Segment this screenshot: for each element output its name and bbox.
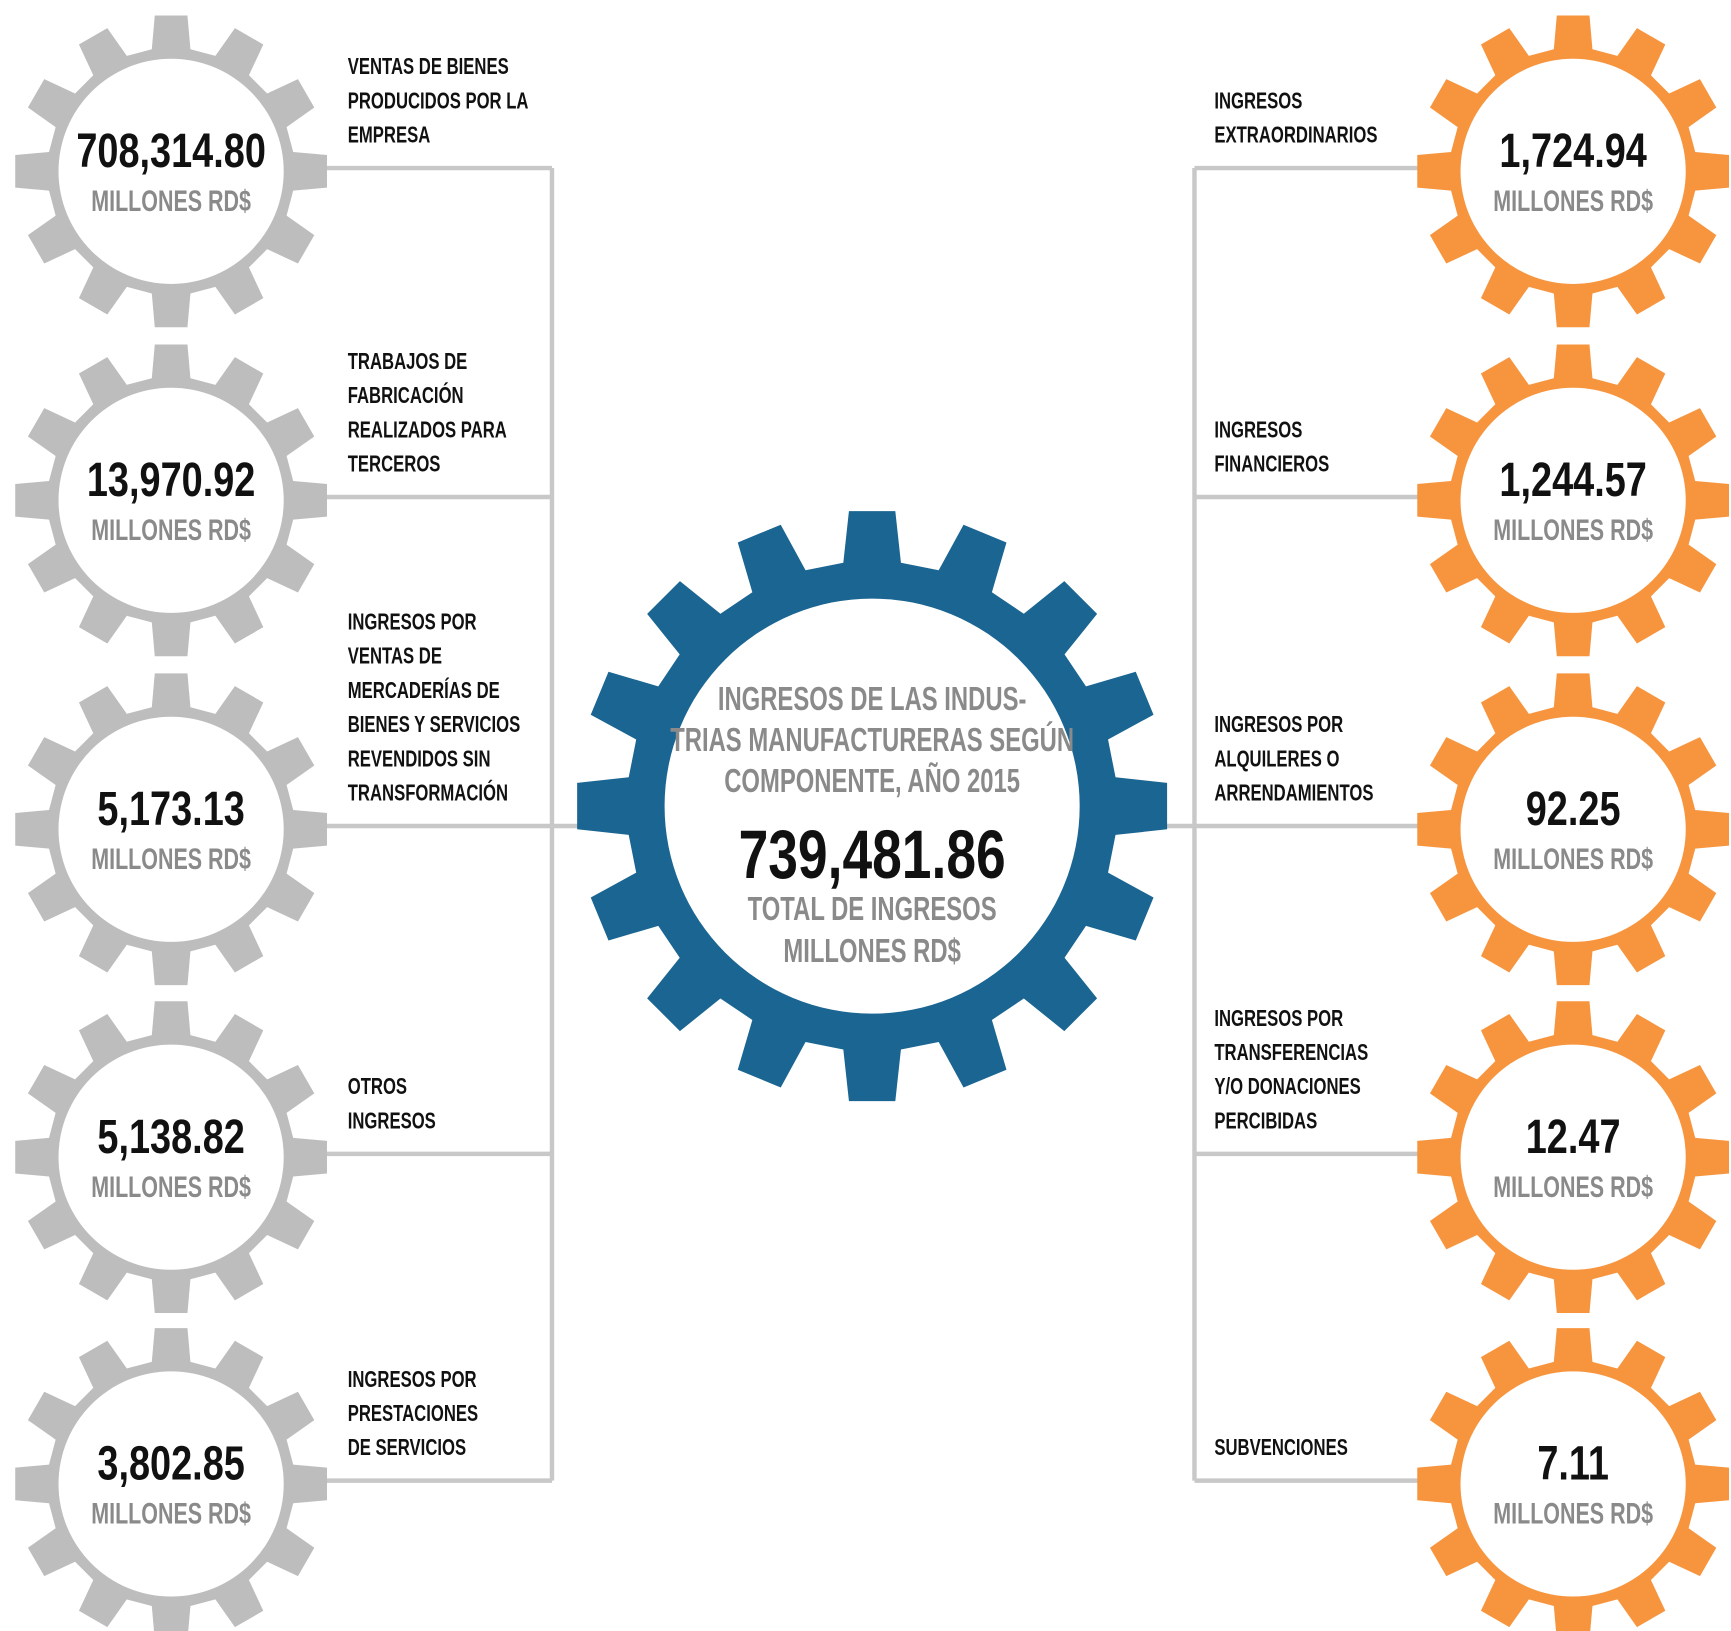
item-label: EXTRAORDINARIOS xyxy=(1214,123,1377,148)
item-value: 92.25 xyxy=(1526,783,1621,837)
item-value: 5,138.82 xyxy=(97,1110,244,1164)
item-label: VENTAS DE xyxy=(348,644,442,669)
item-value: 12.47 xyxy=(1526,1110,1621,1164)
item-label: TERCEROS xyxy=(348,452,441,477)
center-total: 739,481.86 xyxy=(739,817,1006,894)
center-total-label: TOTAL DE INGRESOS xyxy=(748,891,997,928)
item-unit: MILLONES RD$ xyxy=(91,841,251,875)
item-unit: MILLONES RD$ xyxy=(91,1169,251,1203)
item-value: 5,173.13 xyxy=(97,783,244,837)
item-unit: MILLONES RD$ xyxy=(1493,513,1653,547)
item-unit: MILLONES RD$ xyxy=(91,513,251,547)
gear-hole xyxy=(1460,387,1686,613)
item-value: 1,244.57 xyxy=(1499,454,1646,508)
item-value: 708,314.80 xyxy=(76,125,266,179)
item-label: INGRESOS xyxy=(1214,418,1302,443)
item-label: MERCADERÍAS DE xyxy=(348,677,500,703)
item-label: ALQUILERES O xyxy=(1214,747,1339,772)
item-label: TRANSFORMACIÓN xyxy=(348,779,508,807)
item-label: DE SERVICIOS xyxy=(348,1436,466,1461)
item-unit: MILLONES RD$ xyxy=(91,184,251,218)
item-unit: MILLONES RD$ xyxy=(1493,1496,1653,1530)
item-label: BIENES Y SERVICIOS xyxy=(348,713,520,738)
item-value: 13,970.92 xyxy=(87,454,256,508)
gear-hole xyxy=(1460,716,1686,942)
item-label: VENTAS DE BIENES xyxy=(348,55,509,80)
item-value: 3,802.85 xyxy=(97,1437,244,1491)
item-label: TRABAJOS DE xyxy=(348,349,468,374)
item-label: INGRESOS POR xyxy=(348,1367,477,1392)
item-label: ARRENDAMIENTOS xyxy=(1214,781,1373,806)
center-title: COMPONENTE, AÑO 2015 xyxy=(724,761,1020,800)
item-label: REALIZADOS PARA xyxy=(348,418,507,443)
item-label: FINANCIEROS xyxy=(1214,452,1329,477)
item-unit: MILLONES RD$ xyxy=(91,1496,251,1530)
item-label: OTROS xyxy=(348,1075,407,1100)
item-label: INGRESOS xyxy=(348,1109,436,1134)
gear-hole xyxy=(1460,1044,1686,1270)
gear-hole xyxy=(664,598,1080,1014)
gear-hole xyxy=(1460,58,1686,284)
item-label: TRANSFERENCIAS xyxy=(1214,1041,1368,1066)
item-label: REVENDIDOS SIN xyxy=(348,747,491,772)
item-value: 7.11 xyxy=(1537,1437,1609,1491)
item-value: 1,724.94 xyxy=(1499,125,1646,179)
item-label: Y/O DONACIONES xyxy=(1214,1075,1360,1100)
item-label: SUBVENCIONES xyxy=(1214,1436,1347,1461)
center-title: INGRESOS DE LAS INDUS- xyxy=(718,681,1027,718)
center-total-label: MILLONES RD$ xyxy=(783,933,960,970)
item-unit: MILLONES RD$ xyxy=(1493,1169,1653,1203)
item-label: INGRESOS POR xyxy=(1214,1006,1343,1031)
gear-hole xyxy=(1460,1371,1686,1597)
item-unit: MILLONES RD$ xyxy=(1493,184,1653,218)
item-label: PERCIBIDAS xyxy=(1214,1109,1317,1134)
item-label: INGRESOS POR xyxy=(348,610,477,635)
item-label: PRODUCIDOS POR LA xyxy=(348,89,529,114)
item-unit: MILLONES RD$ xyxy=(1493,841,1653,875)
item-label: PRESTACIONES xyxy=(348,1402,478,1427)
gear-hole xyxy=(58,387,284,613)
item-label: INGRESOS xyxy=(1214,89,1302,114)
center-title: TRIAS MANUFACTURERAS SEGÚN xyxy=(670,720,1074,759)
item-label: FABRICACIÓN xyxy=(348,381,464,409)
gear-hole xyxy=(58,58,284,284)
gear-hole xyxy=(58,716,284,942)
gear-hole xyxy=(58,1044,284,1270)
item-label: EMPRESA xyxy=(348,123,431,148)
item-label: INGRESOS POR xyxy=(1214,713,1343,738)
gear-hole xyxy=(58,1371,284,1597)
